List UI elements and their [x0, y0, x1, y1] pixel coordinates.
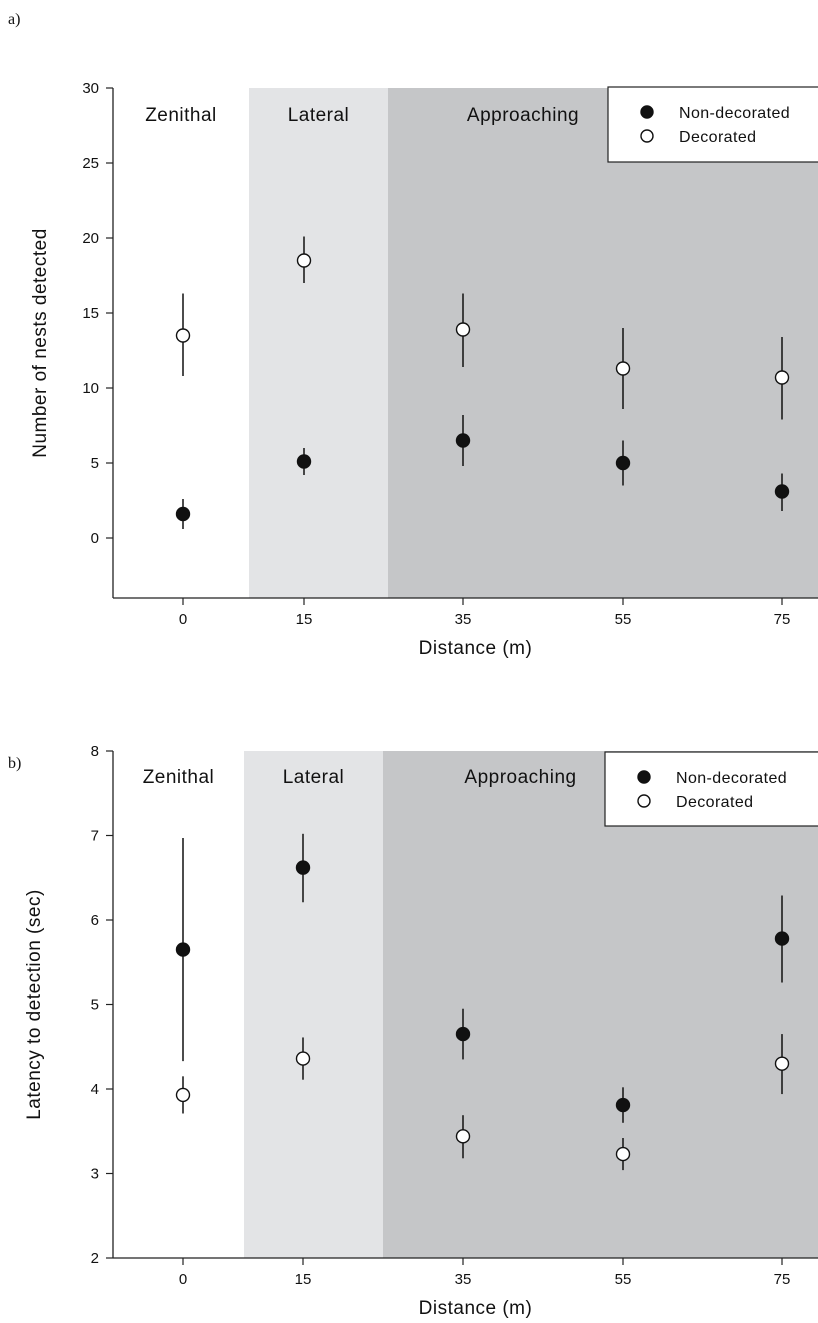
panel-label: a)	[8, 11, 20, 28]
chart-panel-2: b) Zenithal Lateral Approaching 2 3 4 5 6 7 8 0 15 35…	[8, 743, 818, 1319]
legend-marker-non-decorated	[640, 105, 654, 119]
x-tick-label: 35	[455, 611, 472, 628]
x-tick-label: 55	[615, 611, 632, 628]
y-tick-label: 5	[91, 455, 99, 472]
region-lateral	[249, 88, 388, 598]
region-label-zenithal: Zenithal	[145, 105, 217, 126]
x-tick-label: 0	[179, 611, 187, 628]
x-axis-label: Distance (m)	[419, 1298, 533, 1319]
x-tick-label: 35	[455, 1271, 472, 1288]
data-point-non-decorated	[455, 1026, 471, 1042]
chart-panel-1: a) Zenithal Lateral Approaching 0 5 10 15 20 25 30…	[8, 11, 818, 659]
data-point-non-decorated	[615, 455, 631, 471]
data-point-non-decorated	[774, 931, 790, 946]
data-point-decorated	[296, 253, 312, 268]
y-tick-label: 6	[91, 912, 99, 929]
y-axis-label: Number of nests detected	[30, 228, 51, 458]
x-tick-label: 15	[295, 1271, 312, 1288]
x-tick-label: 0	[179, 1271, 187, 1288]
data-point-decorated	[615, 1146, 631, 1162]
x-tick-label: 55	[615, 1271, 632, 1288]
y-tick-label: 4	[91, 1081, 99, 1098]
data-point-non-decorated	[296, 454, 312, 469]
data-point-decorated	[455, 322, 471, 337]
data-point-decorated	[175, 1087, 191, 1103]
region-label-lateral: Lateral	[283, 767, 345, 788]
y-tick-label: 25	[82, 155, 99, 172]
data-point-decorated	[774, 370, 790, 385]
legend-label: Decorated	[676, 794, 753, 811]
legend-marker-decorated	[640, 129, 654, 143]
legend-marker-decorated	[637, 794, 651, 808]
y-tick-label: 8	[91, 743, 99, 760]
y-tick-label: 0	[91, 530, 99, 547]
legend-label: Non-decorated	[679, 105, 790, 122]
region-label-lateral: Lateral	[288, 105, 350, 126]
y-tick-label: 30	[82, 80, 99, 97]
region-lateral	[244, 751, 383, 1258]
data-point-non-decorated	[295, 860, 311, 875]
y-tick-label: 5	[91, 997, 99, 1014]
y-tick-label: 15	[82, 305, 99, 322]
region-zenithal	[113, 88, 249, 598]
y-tick-label: 3	[91, 1166, 99, 1183]
legend-label: Non-decorated	[676, 770, 787, 787]
data-point-non-decorated	[774, 484, 790, 499]
y-tick-label: 20	[82, 230, 99, 247]
legend-label: Decorated	[679, 129, 756, 146]
x-axis-label: Distance (m)	[419, 638, 533, 659]
legend-box	[607, 86, 818, 163]
panel-label: b)	[8, 755, 21, 772]
y-tick-label: 10	[82, 380, 99, 397]
x-tick-label: 15	[296, 611, 313, 628]
data-point-non-decorated	[175, 942, 191, 957]
y-tick-label: 2	[91, 1250, 99, 1267]
data-point-non-decorated	[455, 433, 471, 448]
data-point-decorated	[455, 1129, 471, 1144]
data-point-non-decorated	[615, 1097, 631, 1113]
region-label-approaching: Approaching	[467, 105, 579, 126]
x-tick-label: 75	[774, 1271, 791, 1288]
region-approaching	[388, 88, 818, 598]
y-tick-label: 7	[91, 828, 99, 845]
y-axis-label: Latency to detection (sec)	[24, 889, 45, 1120]
data-point-decorated	[175, 328, 191, 343]
x-tick-label: 75	[774, 611, 791, 628]
data-point-decorated	[615, 361, 631, 376]
region-zenithal	[113, 751, 244, 1258]
legend-marker-non-decorated	[637, 770, 651, 784]
data-point-decorated	[295, 1051, 311, 1066]
region-approaching	[383, 751, 818, 1258]
data-point-non-decorated	[175, 506, 191, 522]
region-label-approaching: Approaching	[464, 767, 576, 788]
data-point-decorated	[774, 1056, 790, 1071]
region-label-zenithal: Zenithal	[143, 767, 215, 788]
legend-box	[604, 751, 818, 827]
